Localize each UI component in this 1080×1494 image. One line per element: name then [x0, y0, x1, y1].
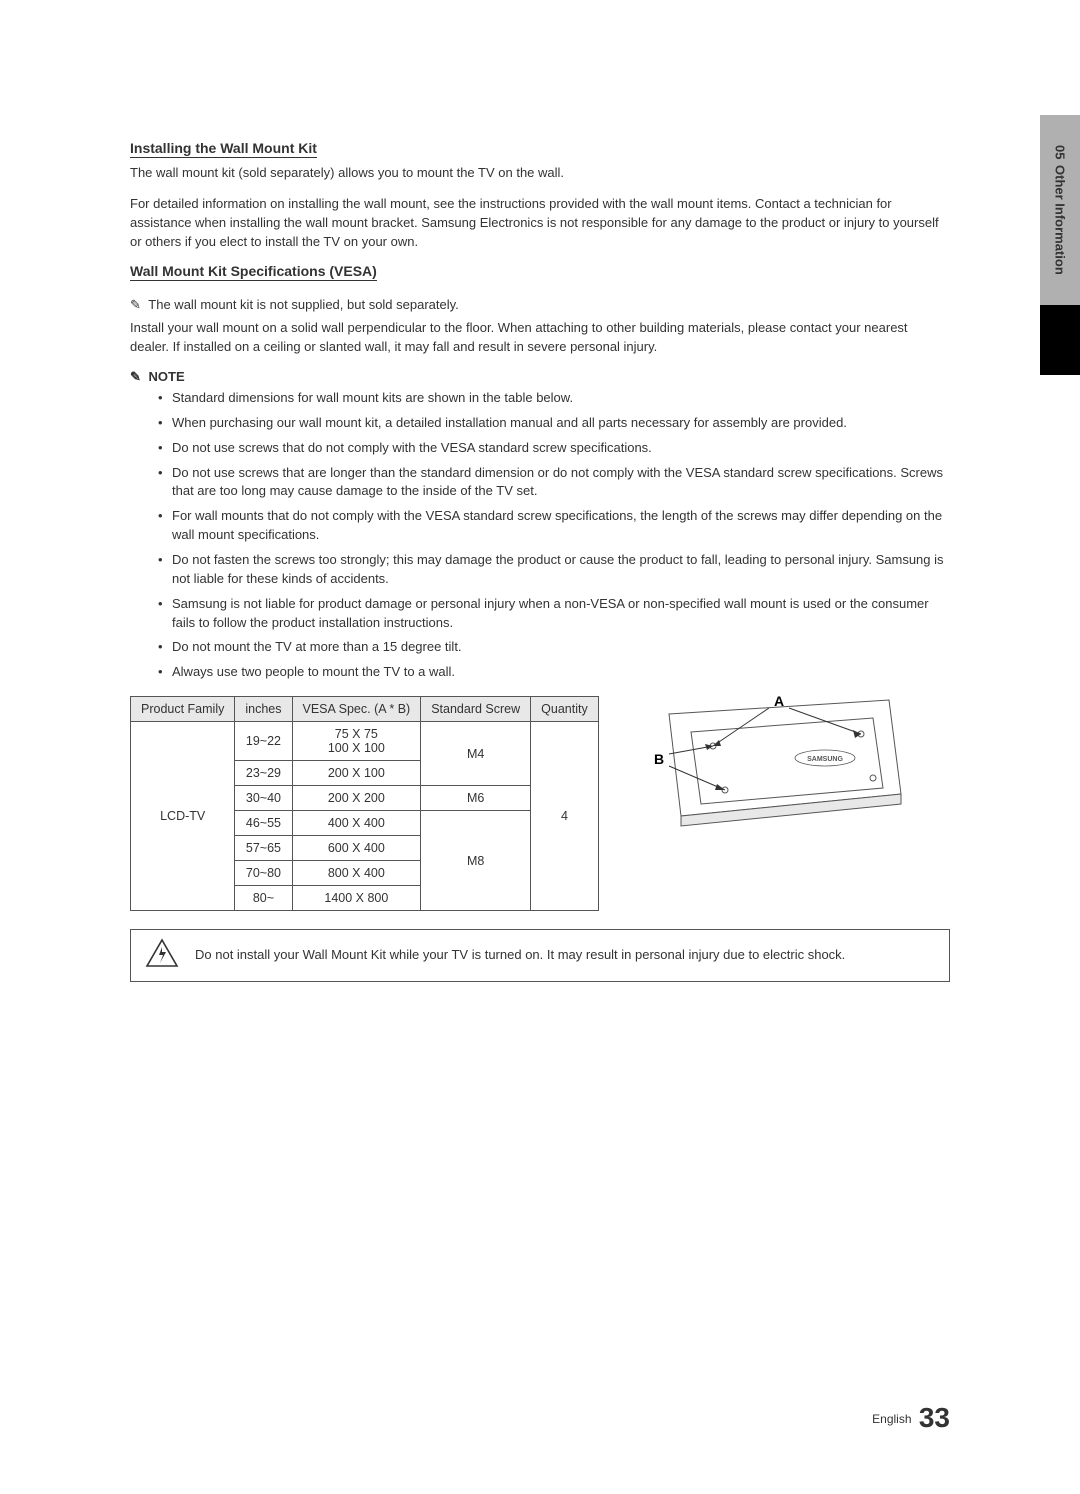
page-content: Installing the Wall Mount Kit The wall m… — [0, 0, 1080, 1042]
supply-note-text: The wall mount kit is not supplied, but … — [148, 297, 458, 312]
table-header: Standard Screw — [421, 697, 531, 722]
page-footer: English 33 — [872, 1402, 950, 1434]
table-header: Quantity — [531, 697, 599, 722]
table-diagram-row: Product FamilyinchesVESA Spec. (A * B)St… — [130, 696, 950, 911]
table-vesa: 200 X 200 — [292, 786, 421, 811]
table-screw: M4 — [421, 722, 531, 786]
table-header: Product Family — [131, 697, 235, 722]
warning-box: Do not install your Wall Mount Kit while… — [130, 929, 950, 982]
table-inches: 80~ — [235, 886, 292, 911]
note-heading-text: NOTE — [149, 369, 185, 384]
table-family: LCD-TV — [131, 722, 235, 911]
table-inches: 46~55 — [235, 811, 292, 836]
install-note: Install your wall mount on a solid wall … — [130, 319, 950, 357]
table-quantity: 4 — [531, 722, 599, 911]
table-inches: 57~65 — [235, 836, 292, 861]
warning-text: Do not install your Wall Mount Kit while… — [195, 946, 845, 964]
section2-title: Wall Mount Kit Specifications (VESA) — [130, 263, 377, 281]
table-inches: 70~80 — [235, 861, 292, 886]
table-header: inches — [235, 697, 292, 722]
table-header: VESA Spec. (A * B) — [292, 697, 421, 722]
section1-p1: The wall mount kit (sold separately) all… — [130, 164, 950, 183]
note-list: Standard dimensions for wall mount kits … — [130, 389, 950, 682]
note-item: Do not use screws that are longer than t… — [158, 464, 950, 502]
footer-page: 33 — [919, 1402, 950, 1433]
table-vesa: 75 X 75 100 X 100 — [292, 722, 421, 761]
table-inches: 23~29 — [235, 761, 292, 786]
note-icon: ✎ — [130, 297, 141, 312]
table-inches: 30~40 — [235, 786, 292, 811]
section1-p2: For detailed information on installing t… — [130, 195, 950, 252]
table-vesa: 600 X 400 — [292, 836, 421, 861]
note-item: For wall mounts that do not comply with … — [158, 507, 950, 545]
spec-table: Product FamilyinchesVESA Spec. (A * B)St… — [130, 696, 599, 911]
warning-icon — [145, 938, 179, 973]
table-vesa: 400 X 400 — [292, 811, 421, 836]
table-screw: M6 — [421, 786, 531, 811]
table-inches: 19~22 — [235, 722, 292, 761]
footer-lang: English — [872, 1412, 911, 1426]
supply-note: ✎ The wall mount kit is not supplied, bu… — [130, 297, 950, 313]
note-item: Always use two people to mount the TV to… — [158, 663, 950, 682]
note-item: Do not mount the TV at more than a 15 de… — [158, 638, 950, 657]
diagram-label-b: B — [654, 751, 664, 767]
diagram-label-a: A — [774, 696, 784, 709]
note-item: Standard dimensions for wall mount kits … — [158, 389, 950, 408]
note-item: Do not use screws that do not comply wit… — [158, 439, 950, 458]
table-screw: M8 — [421, 811, 531, 911]
table-vesa: 800 X 400 — [292, 861, 421, 886]
note-heading: ✎ NOTE — [130, 369, 950, 385]
vesa-diagram: SAMSUNG A B — [629, 696, 909, 846]
table-vesa: 1400 X 800 — [292, 886, 421, 911]
note-icon-2: ✎ — [130, 369, 141, 384]
diagram-brand: SAMSUNG — [807, 756, 843, 763]
table-vesa: 200 X 100 — [292, 761, 421, 786]
note-item: Do not fasten the screws too strongly; t… — [158, 551, 950, 589]
note-item: Samsung is not liable for product damage… — [158, 595, 950, 633]
section1-title: Installing the Wall Mount Kit — [130, 140, 317, 158]
note-item: When purchasing our wall mount kit, a de… — [158, 414, 950, 433]
